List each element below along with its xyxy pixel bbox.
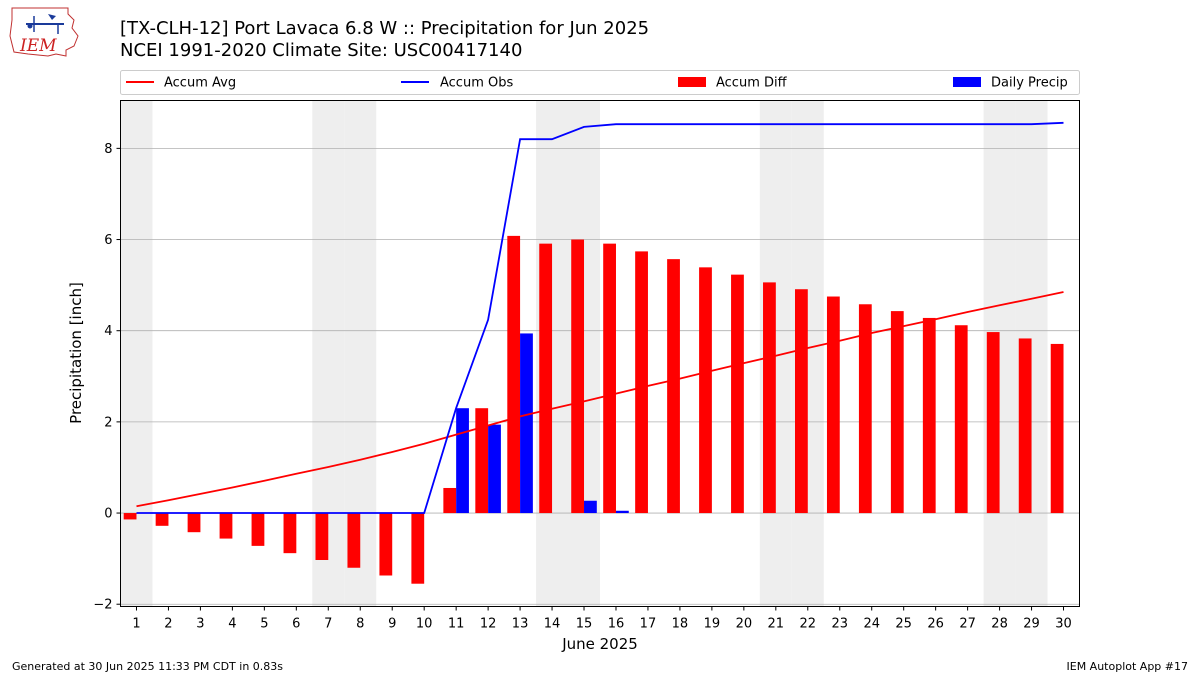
x-tick-label: 19 [704, 617, 721, 632]
accum-diff-bar [826, 296, 840, 514]
y-tick-label: 2 [104, 415, 112, 430]
iem-logo-icon: IEM [9, 7, 79, 57]
x-tick-label: 5 [260, 617, 268, 632]
accum-diff-bar [539, 243, 553, 514]
x-tick-label: 1 [132, 617, 140, 632]
x-tick-label: 4 [228, 617, 236, 632]
accum-diff-bar [315, 513, 329, 561]
legend-accum-diff-swatch [678, 77, 706, 87]
x-tick-label: 16 [608, 617, 625, 632]
x-tick-label: 24 [863, 617, 880, 632]
y-tick-label: 0 [104, 507, 112, 522]
x-tick-label: 12 [480, 617, 497, 632]
y-tick-label: −2 [93, 598, 112, 613]
x-tick-label: 10 [416, 617, 433, 632]
accum-diff-bar [954, 325, 968, 514]
series-lines [136, 121, 1064, 514]
daily-precip-bar [456, 408, 469, 514]
x-tick-label: 2 [164, 617, 172, 632]
y-tick-label: 4 [104, 324, 112, 339]
x-tick-label: 17 [640, 617, 657, 632]
y-tick-label: 6 [104, 233, 112, 248]
accum-diff-bar [123, 513, 137, 520]
x-tick-label: 27 [959, 617, 976, 632]
x-tick-label: 6 [292, 617, 300, 632]
legend: Accum Avg Accum Obs Accum Diff Daily Pre… [120, 70, 1080, 95]
accum-diff-bar [187, 513, 201, 533]
x-tick-label: 7 [324, 617, 332, 632]
accum-diff-bar [763, 282, 776, 514]
footer-app: IEM Autoplot App #17 [1066, 660, 1189, 673]
x-tick-label: 21 [768, 617, 785, 632]
accum-avg-line [136, 291, 1064, 508]
x-tick-label: 22 [800, 617, 817, 632]
x-tick-label: 29 [1023, 617, 1040, 632]
logo-text: IEM [19, 36, 57, 56]
accum-diff-bar [283, 513, 297, 554]
accum-diff-bar [155, 513, 169, 526]
chart-title: [TX-CLH-12] Port Lavaca 6.8 W :: Precipi… [120, 18, 650, 39]
x-tick-label: 25 [895, 617, 912, 632]
legend-frame [120, 70, 1080, 95]
x-tick-label: 8 [356, 617, 364, 632]
accum-diff-bar [411, 513, 425, 584]
chart-subtitle: NCEI 1991-2020 Climate Site: USC00417140 [120, 40, 523, 61]
accum-diff-bar [571, 239, 585, 514]
accum-diff-bar [922, 317, 936, 514]
accum-diff-bar [794, 289, 808, 514]
legend-daily-precip: Daily Precip [991, 76, 1068, 91]
x-tick-label: 18 [672, 617, 689, 632]
x-tick-label: 14 [544, 617, 561, 632]
x-tick-label: 28 [991, 617, 1008, 632]
accum-diff-bar [667, 259, 680, 514]
accum-diff-bar [347, 513, 361, 568]
accum-diff-bar [379, 513, 393, 576]
daily-precip-bar [520, 333, 533, 514]
daily-precip-bar [584, 500, 597, 514]
x-tick-label: 11 [448, 617, 465, 632]
weekend-band [120, 100, 153, 607]
accum-diff-bar [986, 332, 1000, 514]
accum-obs-line [136, 121, 1064, 514]
plot-frame [120, 100, 1080, 607]
gridlines [120, 147, 1080, 605]
accum-diff-bar [603, 243, 616, 514]
accum-diff-bar [890, 311, 904, 514]
accum-diff-bar [1050, 343, 1064, 514]
footer-generated: Generated at 30 Jun 2025 11:33 PM CDT in… [12, 660, 284, 673]
accum-diff-bar [443, 487, 457, 514]
x-tick-label: 20 [736, 617, 753, 632]
accum-diff-bar [731, 274, 744, 514]
accum-diff-bar [858, 304, 872, 514]
legend-daily-precip-swatch [953, 77, 981, 87]
x-tick-label: 3 [196, 617, 204, 632]
x-tick-label: 30 [1055, 617, 1072, 632]
accum-diff-bar [251, 513, 265, 546]
accum-diff-bar [1018, 338, 1032, 514]
daily-precip-bar [615, 510, 629, 514]
x-tick-label: 15 [576, 617, 593, 632]
accum-diff-bar [699, 267, 712, 514]
x-tick-label: 9 [388, 617, 396, 632]
accum-diff-bar [219, 513, 233, 539]
legend-accum-diff: Accum Diff [716, 76, 788, 91]
accum-diff-bar [507, 235, 521, 514]
y-tick-label: 8 [104, 142, 112, 157]
x-axis-label: June 2025 [561, 635, 638, 653]
x-tick-label: 26 [927, 617, 944, 632]
accum-diff-bar [635, 251, 648, 514]
x-tick-label: 23 [831, 617, 848, 632]
bars [123, 235, 1064, 584]
legend-accum-obs: Accum Obs [440, 76, 513, 91]
legend-accum-avg: Accum Avg [164, 76, 236, 91]
accum-diff-bar [475, 408, 489, 514]
x-tick-label: 13 [512, 617, 529, 632]
y-axis-label: Precipitation [inch] [67, 282, 85, 424]
daily-precip-bar [488, 424, 501, 514]
